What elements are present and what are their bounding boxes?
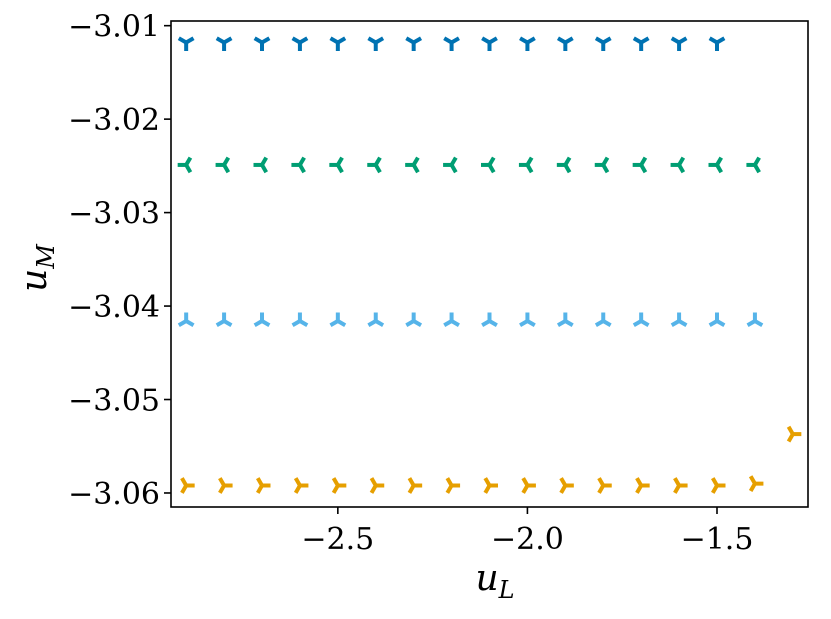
data-point	[177, 312, 195, 327]
data-point	[556, 36, 574, 51]
data-point	[632, 36, 650, 51]
data-point	[177, 156, 193, 174]
data-point	[367, 156, 382, 174]
data-point	[367, 36, 385, 51]
data-point	[331, 477, 347, 494]
x-tick-label: −2.0	[491, 522, 564, 557]
data-point	[291, 156, 306, 174]
axes: −2.5 −2.0 −1.5 −3.01 −3.02 −3.03 −3.04 −3.05 −3.…	[68, 10, 809, 557]
data-point	[519, 312, 536, 327]
data-point	[481, 312, 498, 327]
data-point	[635, 477, 650, 494]
data-point	[670, 312, 688, 327]
data-point	[670, 36, 688, 51]
data-point	[369, 477, 385, 494]
data-point	[443, 36, 460, 51]
data-point	[215, 156, 231, 174]
data-point	[481, 36, 498, 51]
data-point	[786, 425, 802, 443]
data-point	[559, 477, 574, 494]
y-tick-label: −3.01	[68, 10, 160, 45]
x-tick-label: −1.5	[681, 522, 754, 557]
y-tick-label: −3.02	[68, 103, 160, 138]
data-point	[594, 156, 610, 174]
data-point	[519, 36, 536, 51]
data-point	[445, 477, 461, 494]
y-tick-label: −3.05	[68, 384, 160, 419]
data-point	[746, 312, 764, 327]
data-point	[329, 312, 347, 327]
data-point	[256, 477, 271, 494]
data-point	[180, 477, 195, 494]
data-point	[405, 312, 423, 327]
y-tick-label: −3.03	[68, 197, 160, 232]
data-point	[632, 156, 648, 174]
data-point	[215, 312, 233, 327]
data-point	[481, 156, 496, 174]
data-point	[518, 156, 534, 174]
data-point	[329, 156, 344, 174]
data-point	[405, 156, 420, 174]
x-tick-label: −2.5	[301, 522, 374, 557]
y-tick-label: −3.06	[68, 477, 160, 512]
data-marks	[177, 36, 802, 494]
data-point	[746, 156, 761, 174]
data-point	[253, 156, 268, 174]
data-point	[405, 36, 423, 51]
data-point	[291, 312, 309, 327]
data-point	[177, 36, 195, 51]
data-point	[291, 36, 309, 51]
data-point	[556, 156, 572, 174]
data-point	[708, 156, 723, 174]
data-point	[329, 36, 347, 51]
data-point	[215, 36, 233, 51]
data-point	[597, 477, 612, 494]
data-point	[711, 477, 726, 494]
x-axis-label: uL	[475, 558, 514, 604]
data-point	[407, 477, 423, 494]
y-tick-label: −3.04	[68, 290, 160, 325]
data-point	[521, 477, 536, 494]
data-point	[443, 312, 460, 327]
data-point	[594, 36, 612, 51]
data-point	[253, 36, 271, 51]
data-point	[218, 477, 233, 494]
data-point	[748, 475, 764, 492]
data-point	[708, 312, 726, 327]
data-point	[443, 156, 458, 174]
data-point	[673, 477, 688, 494]
data-point	[594, 312, 612, 327]
data-point	[483, 477, 498, 494]
data-point	[670, 156, 686, 174]
data-point	[253, 312, 271, 327]
plot-frame	[170, 20, 809, 508]
data-point	[708, 36, 726, 51]
data-point	[293, 477, 309, 494]
data-point	[556, 312, 574, 327]
y-axis-label: uM	[14, 243, 60, 292]
data-point	[367, 312, 385, 327]
data-point	[632, 312, 650, 327]
